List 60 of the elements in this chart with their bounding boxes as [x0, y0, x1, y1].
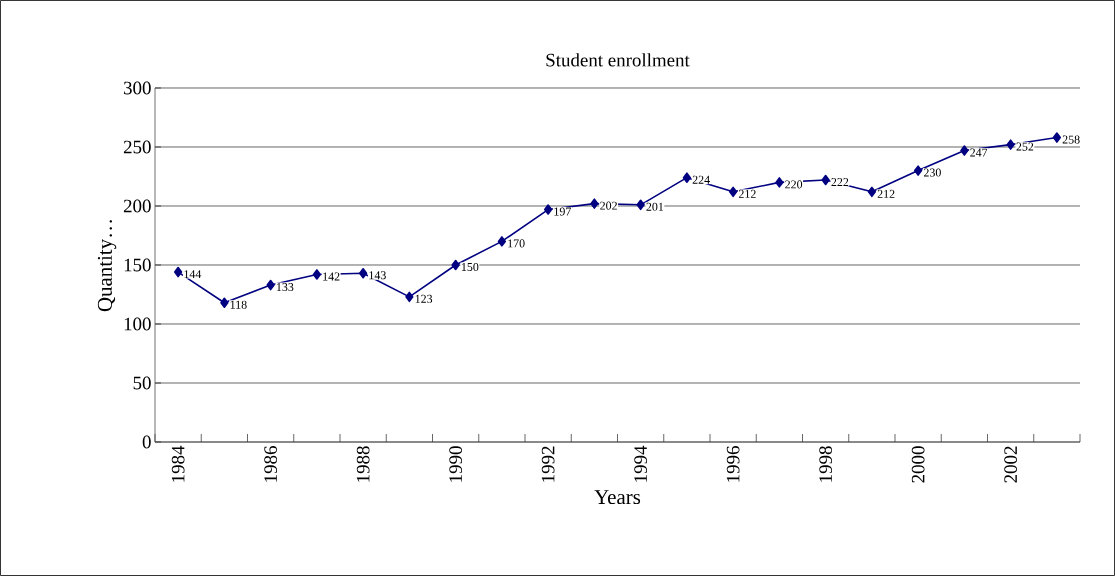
point: [543, 204, 553, 215]
x-tick-label: 1998: [819, 446, 833, 482]
point: [451, 259, 460, 271]
data-label: 201: [646, 202, 664, 211]
point: [821, 174, 830, 186]
data-label: 222: [831, 178, 849, 186]
point: [220, 297, 229, 309]
x-tick-label: 1984: [171, 445, 185, 482]
point: [728, 186, 738, 198]
point: [682, 172, 692, 183]
point: [173, 266, 183, 278]
data-label: 230: [923, 168, 941, 177]
data-label: 123: [415, 294, 433, 303]
data-label: 118: [230, 300, 247, 309]
y-tick-label: 150: [124, 258, 151, 272]
data-label: 150: [461, 262, 479, 272]
point: [867, 186, 877, 198]
point: [960, 145, 969, 156]
data-label: 197: [554, 207, 571, 216]
data-label: 142: [323, 272, 340, 281]
point: [913, 165, 923, 176]
y-axis-title: Quantity…: [97, 220, 117, 312]
x-tick-label: 1994: [634, 445, 647, 482]
x-tick-label: 1986: [264, 446, 278, 482]
x-tick-label: 1996: [726, 446, 740, 482]
point: [497, 236, 507, 247]
x-tick-label: 1988: [356, 446, 370, 482]
data-label: 252: [1016, 142, 1034, 151]
data-label: 224: [692, 175, 710, 184]
x-tick-label: 1992: [541, 446, 555, 482]
chart-title: Student enrollment: [546, 53, 690, 67]
y-tick-label: 300: [123, 81, 151, 95]
y-tick-label: 100: [124, 317, 151, 331]
y-tick-label: 250: [123, 140, 151, 154]
data-label: 143: [369, 271, 386, 280]
data-label: 144: [184, 270, 202, 279]
y-tick-label: 50: [133, 376, 151, 390]
point: [266, 279, 275, 291]
point: [775, 177, 784, 188]
point: [405, 291, 414, 303]
data-label: 170: [508, 239, 525, 248]
x-tick-label: 2000: [911, 446, 925, 483]
data-label: 220: [785, 180, 803, 189]
data-label: 258: [1062, 135, 1080, 144]
point: [358, 267, 368, 279]
y-tick-label: 0: [142, 435, 151, 449]
data-label: 212: [738, 189, 756, 198]
data-label: 202: [600, 201, 617, 210]
point: [1052, 132, 1062, 143]
point: [312, 269, 322, 280]
point: [636, 199, 645, 211]
x-tick-label: 2002: [1004, 446, 1018, 483]
x-tick-label: 1990: [449, 446, 463, 482]
data-label: 133: [276, 283, 294, 292]
point: [590, 198, 599, 209]
y-tick-label: 200: [123, 199, 151, 213]
point: [1006, 139, 1015, 150]
x-axis-title: Years: [594, 490, 641, 505]
data-label: 212: [877, 189, 895, 198]
data-label: 247: [970, 148, 988, 157]
